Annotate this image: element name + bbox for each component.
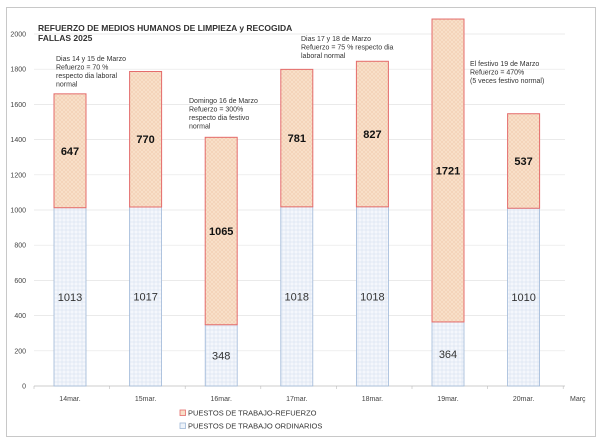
y-tick-label: 800 xyxy=(14,243,26,250)
annotation-text: laboral normal xyxy=(301,53,346,60)
bar-refuerzo xyxy=(431,18,465,323)
annotation-text: Refuerzo = 70 % xyxy=(56,65,108,72)
annotation-text: Refuerzo = 75 % respecto dia xyxy=(301,45,394,52)
annotation-text: Refuerzo = 300% xyxy=(189,107,243,114)
data-label-ordinarios: 364 xyxy=(439,349,457,361)
data-label-refuerzo: 770 xyxy=(136,134,154,146)
y-tick-label: 1600 xyxy=(10,102,26,109)
annotation-text: Dias 14 y 15 de Marzo xyxy=(56,56,126,63)
data-label-refuerzo: 1721 xyxy=(436,165,460,177)
bar-ordinarios xyxy=(431,321,465,387)
bar-ordinarios xyxy=(280,206,314,387)
x-tick-label: 17mar. xyxy=(286,396,307,403)
data-label-refuerzo: 647 xyxy=(61,146,79,158)
x-tick-label: 19mar. xyxy=(437,396,458,403)
annotation-text: respecto dia laboral xyxy=(56,73,118,80)
y-tick-label: 600 xyxy=(14,278,26,285)
data-label-refuerzo: 537 xyxy=(514,156,532,168)
data-label-ordinarios: 1017 xyxy=(133,292,157,304)
bar-refuerzo xyxy=(129,70,163,208)
chart-title: FALLAS 2025 xyxy=(38,33,93,43)
y-tick-label: 1800 xyxy=(10,67,26,74)
x-tick-label: 20mar. xyxy=(513,396,534,403)
legend-swatch xyxy=(179,409,186,416)
bar-refuerzo xyxy=(507,113,541,209)
bar-ordinarios xyxy=(204,324,238,387)
bar-refuerzo xyxy=(53,93,87,209)
annotation-text: El festivo 19 de Marzo xyxy=(470,61,539,68)
legend-label: PUESTOS DE TRABAJO ORDINARIOS xyxy=(188,422,322,431)
y-tick-label: 0 xyxy=(22,384,26,391)
data-label-refuerzo: 827 xyxy=(363,129,381,141)
bar-ordinarios xyxy=(507,207,541,387)
y-tick-label: 1200 xyxy=(10,172,26,179)
y-tick-label: 2000 xyxy=(10,32,26,39)
data-label-ordinarios: 1018 xyxy=(360,291,384,303)
bar-refuerzo xyxy=(280,68,314,208)
x-tick-label: 16mar. xyxy=(210,396,231,403)
bar-ordinarios xyxy=(53,207,87,387)
data-label-ordinarios: 1010 xyxy=(511,292,535,304)
x-tick-label: 14mar. xyxy=(59,396,80,403)
bar-ordinarios xyxy=(129,206,163,387)
annotation-text: normal xyxy=(56,82,78,89)
data-label-ordinarios: 1013 xyxy=(58,292,82,304)
y-tick-label: 1000 xyxy=(10,208,26,215)
annotation-text: Refuerzo = 470% xyxy=(470,70,524,77)
data-label-ordinarios: 348 xyxy=(212,350,230,362)
annotation-text: respecto dia festivo xyxy=(189,115,249,122)
annotation-text: (5 veces festivo normal) xyxy=(470,78,544,85)
annotation-text: Domingo 16 de Marzo xyxy=(189,98,258,105)
bar-refuerzo xyxy=(355,60,389,208)
chart-title: REFUERZO DE MEDIOS HUMANOS DE LIMPIEZA y… xyxy=(38,23,292,33)
y-tick-label: 1400 xyxy=(10,137,26,144)
y-tick-label: 200 xyxy=(14,348,26,355)
x-tick-label: 18mar. xyxy=(362,396,383,403)
y-tick-label: 400 xyxy=(14,313,26,320)
chart-frame xyxy=(6,7,596,437)
data-label-refuerzo: 781 xyxy=(288,133,306,145)
annotation-text: Dias 17 y 18 de Marzo xyxy=(301,36,371,43)
legend-swatch xyxy=(179,422,186,429)
x-axis-title: Març xyxy=(570,396,586,403)
legend-label: PUESTOS DE TRABAJO-REFUERZO xyxy=(188,409,317,418)
annotation-text: normal xyxy=(189,124,211,131)
x-tick-label: 15mar. xyxy=(135,396,156,403)
bar-refuerzo xyxy=(204,136,238,326)
data-label-ordinarios: 1018 xyxy=(285,291,309,303)
data-label-refuerzo: 1065 xyxy=(209,226,233,238)
bar-ordinarios xyxy=(355,206,389,387)
